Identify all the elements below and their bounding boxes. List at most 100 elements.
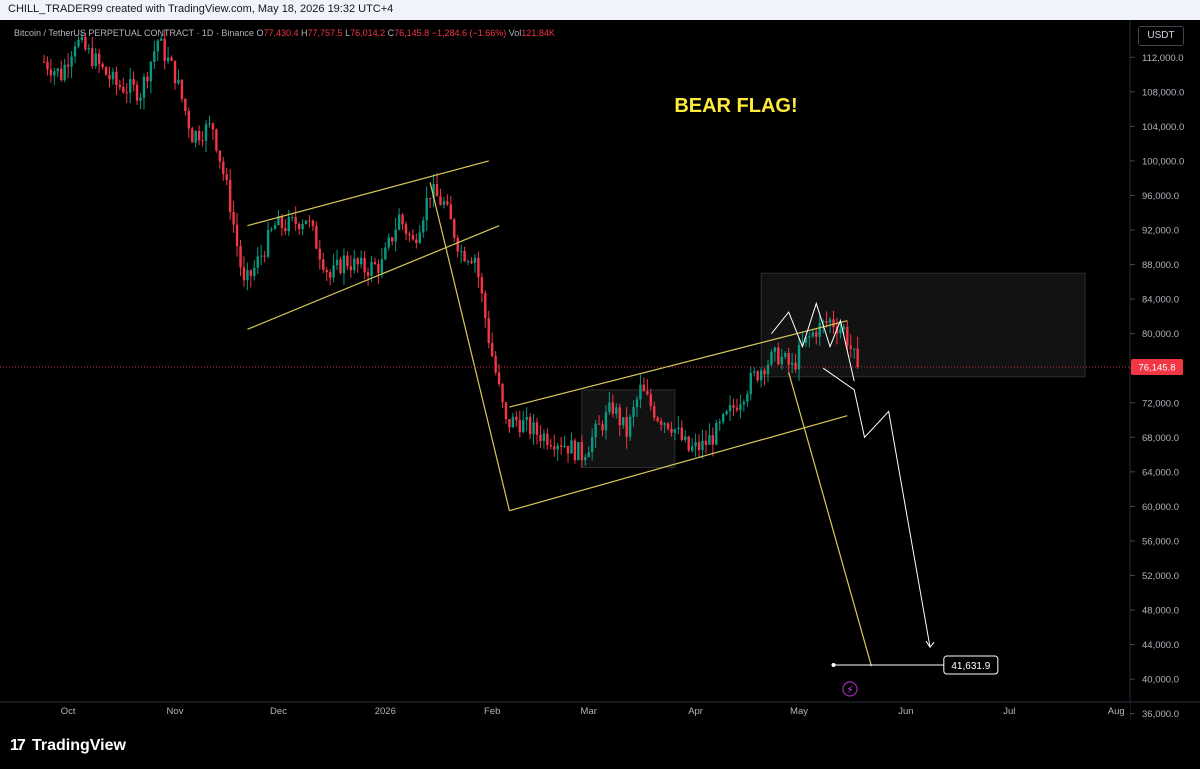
candle-body (715, 422, 718, 445)
candle-body (208, 123, 211, 125)
time-tick-label: Aug (1108, 706, 1125, 717)
candle-body (466, 261, 470, 263)
candle-body (122, 86, 125, 93)
candle-body (249, 270, 253, 276)
candle-body (625, 417, 628, 437)
candle-body (184, 98, 187, 112)
candle-body (146, 76, 149, 82)
candle-body (701, 440, 704, 451)
candle-body (56, 68, 59, 72)
candle-body (363, 257, 366, 273)
price-tick-label: 40,000.0 (1142, 675, 1179, 686)
candle-body (335, 259, 339, 266)
candle-body (501, 383, 504, 403)
candle-body (463, 250, 466, 262)
candle-body (694, 442, 697, 447)
candle-body (487, 318, 490, 344)
candle-body (125, 92, 128, 94)
candle-body (559, 445, 563, 448)
candle-body (128, 79, 132, 93)
candle-body (139, 97, 142, 101)
candle-body (490, 343, 494, 357)
candle-body (522, 420, 525, 433)
candle-body (546, 433, 549, 446)
candle-body (708, 435, 711, 445)
close-label: C (387, 28, 395, 38)
price-tick-label: 52,000.0 (1142, 571, 1179, 582)
projection-path-layer: 41,631.9 (771, 301, 999, 675)
time-axis-bg (0, 702, 1130, 720)
candle-body (784, 353, 787, 357)
candle-body (228, 180, 232, 212)
candle-body (856, 348, 859, 367)
last-price-tag (1131, 358, 1183, 375)
candle-body (428, 197, 432, 199)
candle-body (201, 140, 204, 142)
candle-body (194, 130, 197, 143)
candle-body (780, 356, 783, 365)
price-tick-label: 112,000.0 (1142, 53, 1184, 64)
target-label: 41,631.9 (951, 661, 990, 672)
candle-body (270, 229, 273, 231)
candle-body (442, 201, 446, 205)
candle-body (439, 196, 442, 205)
candle-body (173, 60, 177, 84)
time-tick-label: Apr (688, 706, 703, 717)
candle-body (690, 446, 694, 451)
candle-body (294, 217, 297, 224)
time-tick-label: 2026 (375, 706, 396, 717)
time-tick-label: Dec (270, 706, 287, 717)
candle-body (325, 270, 328, 273)
candle-body (746, 394, 749, 402)
candle-body (525, 416, 528, 421)
candle-body (777, 347, 780, 365)
candle-body (415, 239, 418, 243)
candle-body (446, 201, 449, 205)
candle-body (284, 227, 287, 232)
candle-body (453, 219, 456, 238)
candle-body (566, 445, 570, 454)
currency-button[interactable]: USDT (1138, 26, 1184, 46)
candle-body (753, 371, 756, 373)
candle-body (663, 423, 666, 425)
projection (788, 372, 873, 667)
price-chart[interactable]: 41,631.9 112,000.0 108,000.0 104,000.0 100,… (0, 20, 1200, 720)
candle-body (773, 347, 777, 352)
candle-body (66, 64, 70, 67)
candle-body (149, 61, 153, 82)
candle-body (818, 322, 821, 337)
candle-body (459, 250, 463, 252)
price-tick-label: 100,000.0 (1142, 156, 1184, 167)
tradingview-logo-icon: 17 (10, 737, 26, 754)
event-lightning-icon (842, 681, 858, 697)
candle-body (653, 405, 656, 418)
tradingview-logo[interactable]: 17 TradingView (10, 737, 126, 755)
candle-body (749, 372, 752, 395)
candle-body (308, 220, 311, 222)
candle-body (584, 457, 587, 461)
candle-body (494, 356, 497, 373)
candle-body (84, 36, 87, 50)
candle-body (322, 259, 325, 271)
symbol-legend: Bitcoin / TetherUS PERPETUAL CONTRACT · … (14, 28, 555, 38)
candle-body (725, 411, 728, 414)
candle-body (411, 235, 415, 240)
candle-body (797, 344, 801, 370)
candle-body (456, 237, 459, 252)
time-tick-label: May (790, 706, 808, 717)
candle-body (425, 197, 428, 221)
candle-body (711, 435, 715, 445)
candle-body (87, 48, 91, 50)
price-tick-label: 64,000.0 (1142, 467, 1179, 478)
candle-body (787, 353, 790, 365)
candle-body (49, 69, 53, 76)
candle-body (801, 342, 804, 345)
candle-body (735, 407, 739, 411)
candle-body (549, 445, 553, 447)
low-value: 76,014.2 (350, 28, 386, 38)
candle-body (291, 217, 294, 219)
high-value: 77,757.5 (307, 28, 343, 38)
candle-body (70, 56, 73, 67)
candle-body (108, 74, 111, 80)
chart-frame[interactable]: 41,631.9 112,000.0 108,000.0 104,000.0 100,… (0, 20, 1200, 720)
